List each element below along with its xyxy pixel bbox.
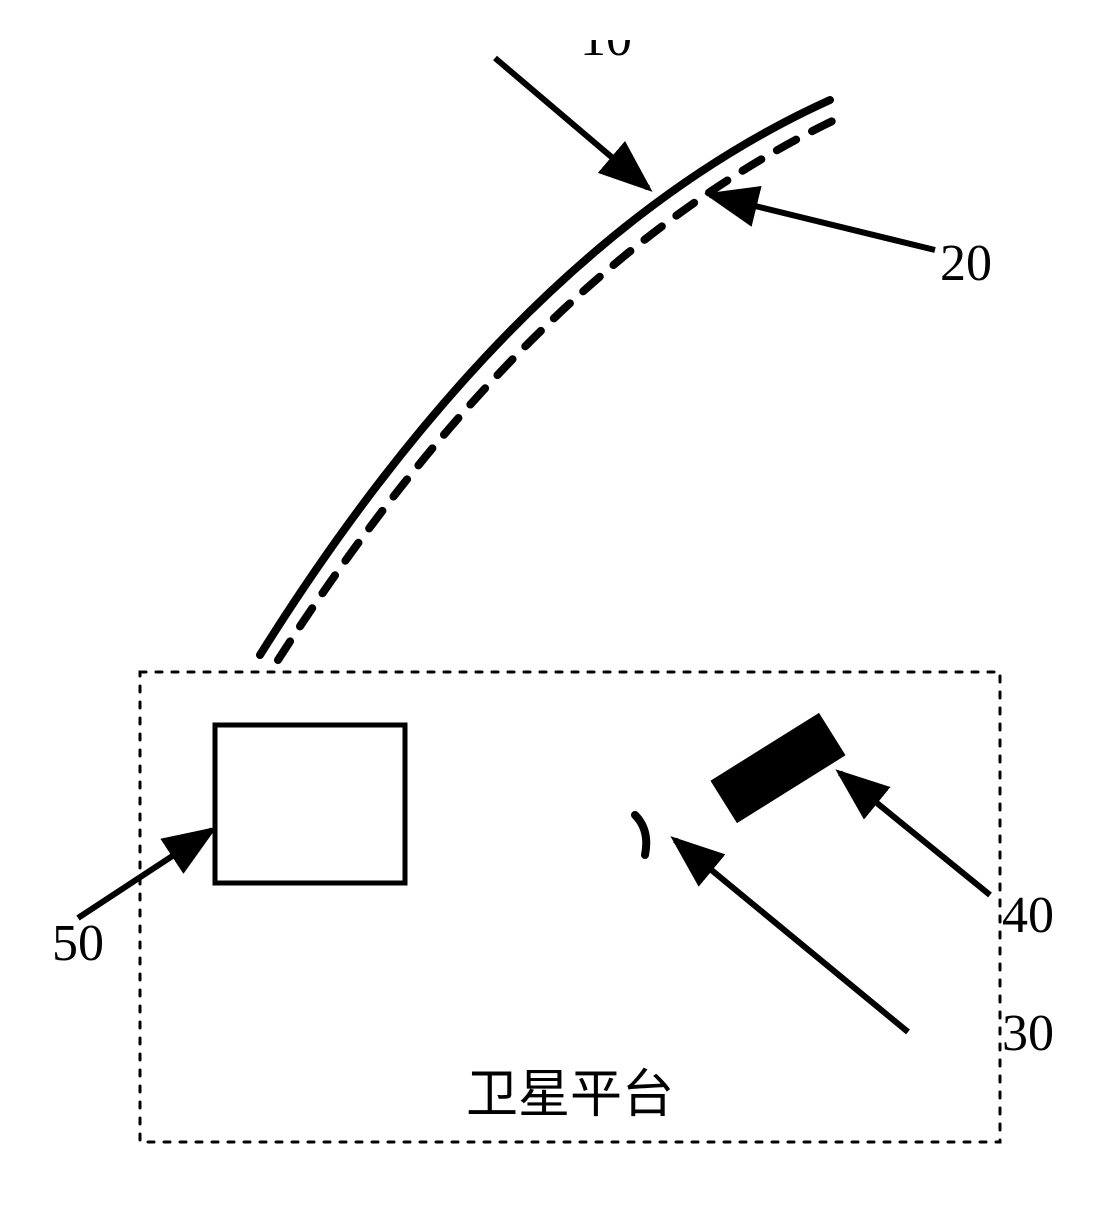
background — [40, 40, 1072, 1169]
callout-label: 10 — [580, 40, 632, 67]
platform-label: 卫星平台 — [466, 1067, 674, 1124]
callout-label: 50 — [52, 915, 104, 972]
callout-label: 30 — [1002, 1005, 1054, 1062]
diagram-canvas: 10 20 40 30 50 卫星平台 — [40, 40, 1072, 1169]
callout-label: 20 — [940, 235, 992, 292]
callout-label: 40 — [1002, 887, 1054, 944]
component-box — [215, 725, 405, 883]
diagram-svg: 10 20 40 30 50 卫星平台 — [40, 40, 1072, 1169]
